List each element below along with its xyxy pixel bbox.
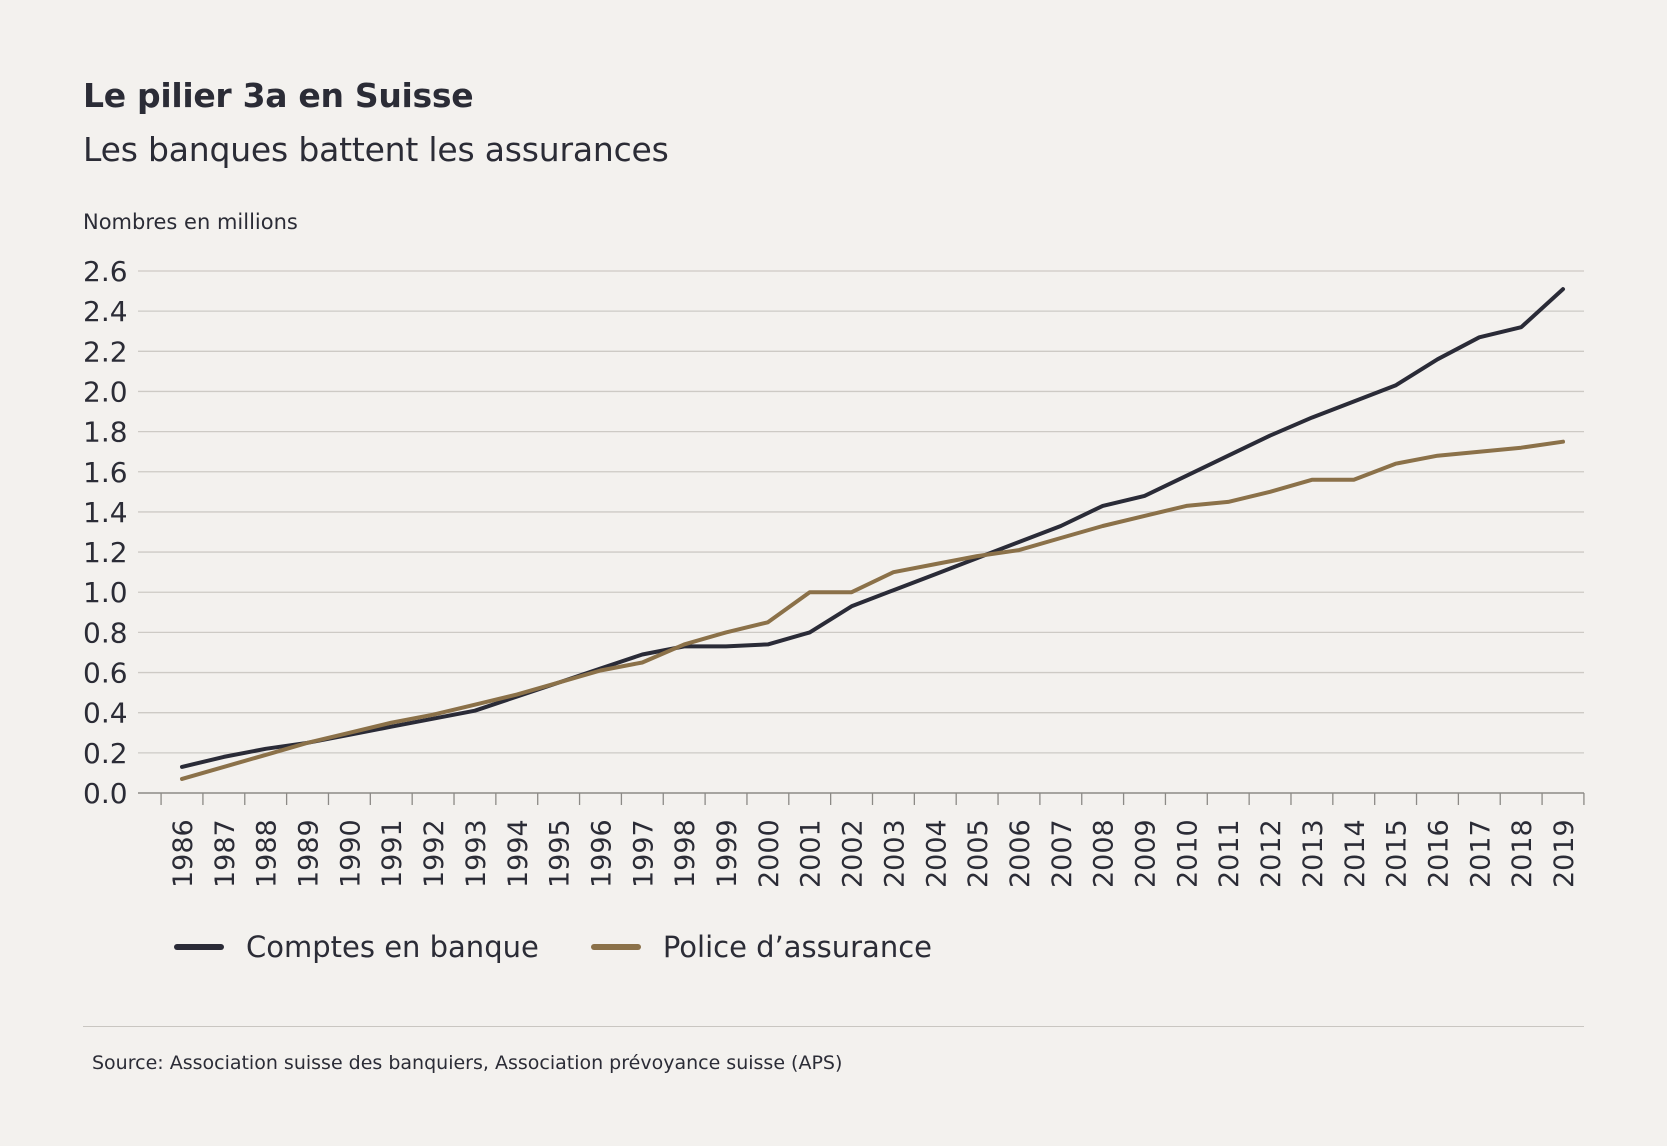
x-tick-label: 2012 bbox=[1256, 819, 1287, 888]
y-tick-label: 1.0 bbox=[83, 576, 128, 609]
source-note: Source: Association suisse des banquiers… bbox=[92, 1052, 843, 1074]
y-tick-label: 0.6 bbox=[83, 657, 128, 690]
x-tick-label: 2003 bbox=[879, 819, 910, 888]
x-tick-label: 1991 bbox=[377, 819, 408, 888]
series-line-insurance bbox=[180, 439, 1565, 781]
y-tick-label: 1.4 bbox=[83, 496, 128, 529]
x-tick-label: 1989 bbox=[294, 819, 325, 888]
y-tick-label: 0.0 bbox=[83, 777, 128, 810]
x-tick-label: 2014 bbox=[1340, 819, 1371, 888]
x-tick-label: 1999 bbox=[712, 819, 743, 888]
footer-divider bbox=[83, 1026, 1584, 1027]
series-line-banks bbox=[180, 287, 1565, 769]
x-tick-label: 2017 bbox=[1465, 819, 1496, 888]
x-tick-label: 1998 bbox=[670, 819, 701, 888]
x-tick-label: 2018 bbox=[1507, 819, 1538, 888]
x-tick-label: 1997 bbox=[628, 819, 659, 888]
y-tick-label: 1.2 bbox=[83, 536, 128, 569]
x-tick-label: 1986 bbox=[168, 819, 199, 888]
y-tick-label: 2.2 bbox=[83, 335, 128, 368]
chart-subtitle: Les banques battent les assurances bbox=[83, 130, 669, 169]
x-tick-label: 2016 bbox=[1423, 819, 1454, 888]
x-tick-label: 2013 bbox=[1298, 819, 1329, 888]
chart-legend: Comptes en banque Police d’assurance bbox=[174, 930, 984, 964]
x-tick-label: 2001 bbox=[796, 819, 827, 888]
legend-swatch-banks bbox=[174, 944, 224, 950]
y-tick-label: 2.6 bbox=[83, 255, 128, 288]
y-tick-label: 0.2 bbox=[83, 737, 128, 770]
chart-title: Le pilier 3a en Suisse bbox=[83, 76, 474, 115]
y-tick-label: 2.0 bbox=[83, 375, 128, 408]
y-axis-units-label: Nombres en millions bbox=[83, 210, 298, 234]
x-tick-label: 1990 bbox=[335, 819, 366, 888]
x-tick-label: 2002 bbox=[838, 819, 869, 888]
y-tick-label: 1.8 bbox=[83, 416, 128, 449]
x-tick-label: 2008 bbox=[1089, 819, 1120, 888]
line-chart: 0.0 0.2 0.4 0.6 0.8 1.0 1.2 1.4 1.6 1.8 2.0 2.2 2.4 2… bbox=[83, 255, 1585, 888]
x-tick-label: 2004 bbox=[921, 819, 952, 888]
x-tick-label: 2006 bbox=[1005, 819, 1036, 888]
x-tick-label: 2011 bbox=[1214, 819, 1245, 888]
x-tick-label: 2009 bbox=[1131, 819, 1162, 888]
legend-swatch-insurance bbox=[590, 944, 641, 950]
x-tick-label: 2010 bbox=[1172, 819, 1203, 888]
x-tick-label: 2019 bbox=[1549, 819, 1580, 888]
x-tick-label: 1987 bbox=[210, 819, 241, 888]
x-tick-label: 1992 bbox=[419, 819, 450, 888]
x-tick-label: 1996 bbox=[586, 819, 617, 888]
legend-label-banks: Comptes en banque bbox=[246, 930, 539, 964]
x-tick-label: 2007 bbox=[1047, 819, 1078, 888]
y-tick-label: 1.6 bbox=[83, 456, 128, 489]
x-tick-label: 1995 bbox=[545, 819, 576, 888]
x-tick-label: 2015 bbox=[1382, 819, 1413, 888]
legend-item-insurance: Police d’assurance bbox=[590, 930, 932, 964]
legend-item-banks: Comptes en banque bbox=[174, 930, 539, 964]
legend-label-insurance: Police d’assurance bbox=[662, 930, 932, 964]
x-tick-label: 1994 bbox=[503, 819, 534, 888]
x-tick-label: 2000 bbox=[754, 819, 785, 888]
y-tick-label: 0.8 bbox=[83, 616, 128, 649]
x-tick-label: 1988 bbox=[252, 819, 283, 888]
x-tick-label: 2005 bbox=[963, 819, 994, 888]
y-tick-label: 0.4 bbox=[83, 697, 128, 730]
x-tick-label: 1993 bbox=[461, 819, 492, 888]
y-tick-label: 2.4 bbox=[83, 295, 128, 328]
